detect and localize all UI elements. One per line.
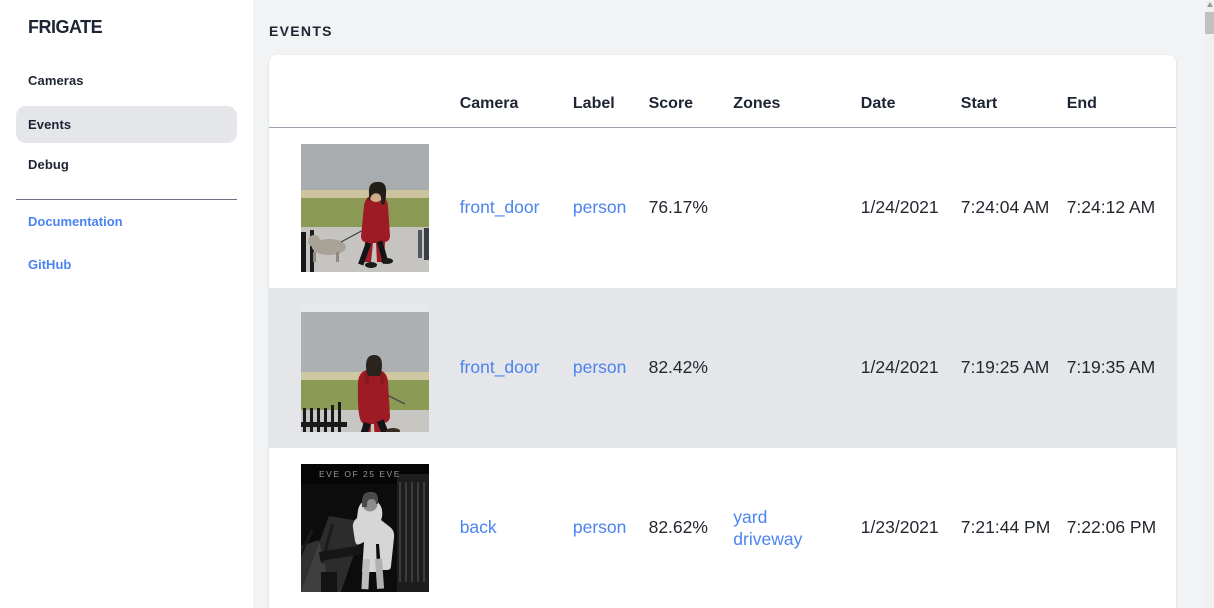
svg-text:EVE OF 25 EVE: EVE OF 25 EVE: [319, 469, 401, 479]
